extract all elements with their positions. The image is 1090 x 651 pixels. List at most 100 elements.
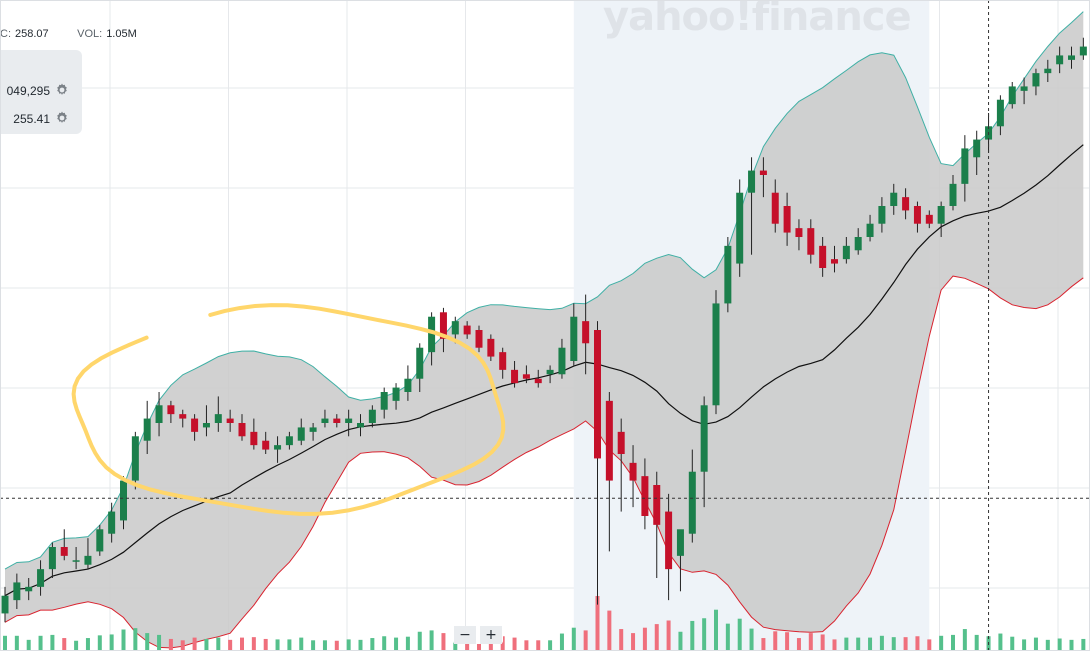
candle: [546, 365, 554, 384]
candle: [783, 192, 791, 246]
candle: [96, 524, 104, 556]
candle: [37, 560, 45, 596]
candle: [511, 361, 519, 388]
volume-bar: [512, 637, 517, 651]
candle-body: [736, 192, 744, 264]
candle: [1008, 82, 1016, 109]
candle-body: [700, 405, 708, 472]
volume-bar: [405, 636, 410, 651]
volume-bar: [583, 630, 588, 651]
candle: [84, 538, 92, 570]
volume-bar: [666, 620, 671, 651]
candle: [676, 529, 684, 592]
candle: [416, 343, 424, 392]
candle-body: [795, 228, 803, 237]
candle: [629, 445, 637, 508]
volume-bar: [903, 637, 908, 651]
candle-body: [819, 245, 827, 268]
candle: [404, 365, 412, 401]
candle-body: [759, 170, 767, 175]
volume-bar: [263, 638, 268, 651]
candle: [724, 237, 732, 313]
candle-body: [807, 228, 815, 255]
candle-body: [285, 436, 293, 446]
watermark: yahoo!finance: [603, 0, 912, 40]
close-label: C:: [0, 28, 11, 40]
volume-bar: [145, 633, 150, 651]
volume-bar: [180, 640, 185, 651]
candle: [937, 201, 945, 237]
candle: [108, 502, 116, 543]
candle: [854, 228, 862, 255]
candle-body: [238, 423, 246, 437]
volume-bars: [3, 596, 1086, 651]
volume-bar: [192, 637, 197, 651]
gear-icon[interactable]: [54, 110, 70, 126]
candle-body: [676, 529, 684, 556]
candle: [582, 294, 590, 375]
volume-bar: [856, 637, 861, 651]
volume-bar: [832, 639, 837, 651]
volume-bar: [820, 634, 825, 651]
candle: [653, 471, 661, 578]
candle-body: [167, 405, 175, 415]
candle: [439, 307, 447, 353]
candle-body: [357, 423, 364, 428]
candle-body: [653, 485, 661, 525]
candle-body: [428, 316, 436, 353]
volume-bar: [370, 638, 375, 651]
volume-bar: [157, 634, 162, 651]
volume-bar: [3, 635, 7, 651]
volume-bar: [749, 628, 754, 651]
volume-bar: [642, 627, 647, 651]
candle: [996, 95, 1004, 136]
candle: [72, 547, 80, 570]
candle-body: [902, 197, 910, 211]
candle-body: [25, 586, 33, 592]
gear-icon[interactable]: [54, 82, 70, 98]
volume-bar: [299, 637, 304, 651]
zoom-out-button[interactable]: −: [454, 626, 476, 644]
candle-body: [570, 316, 578, 361]
candle-body: [13, 582, 21, 601]
volume-value: 1.05M: [106, 28, 137, 40]
candle: [428, 312, 436, 366]
candlesticks: [1, 37, 1087, 623]
candle: [274, 436, 282, 463]
candle-body: [961, 148, 969, 184]
volume-bar: [311, 640, 316, 651]
candle-body: [712, 303, 720, 406]
volume-bar: [571, 627, 576, 651]
candle: [1079, 37, 1087, 60]
legend-value: 255.41: [13, 112, 50, 126]
candle-body: [558, 347, 566, 375]
candle: [463, 321, 471, 339]
candle-body: [60, 547, 68, 556]
candle: [1068, 46, 1075, 69]
candle: [831, 245, 838, 273]
volume-bar: [1033, 637, 1038, 651]
legend-row-volume: 049,295: [0, 81, 78, 101]
candle: [925, 210, 933, 229]
candle: [949, 175, 957, 211]
candle: [475, 325, 483, 353]
zoom-in-button[interactable]: +: [480, 626, 502, 644]
volume-bar: [204, 638, 209, 651]
volume-bar: [240, 637, 244, 651]
quote-header: C: 258.07 VOL: 1.05M: [0, 28, 141, 40]
volume-bar: [879, 635, 884, 651]
candle: [1044, 59, 1052, 82]
volume-bar: [927, 639, 932, 651]
volume-bar: [216, 637, 221, 651]
candle-body: [973, 139, 981, 158]
candle-body: [108, 511, 116, 534]
candle: [1032, 68, 1040, 96]
volume-label: VOL:: [77, 28, 103, 40]
candle-body: [416, 347, 424, 379]
volume-bar: [465, 639, 470, 651]
candle-body: [1020, 86, 1028, 91]
volume-bar: [773, 631, 778, 651]
volume-bar: [962, 629, 967, 651]
candle-body: [131, 436, 139, 481]
